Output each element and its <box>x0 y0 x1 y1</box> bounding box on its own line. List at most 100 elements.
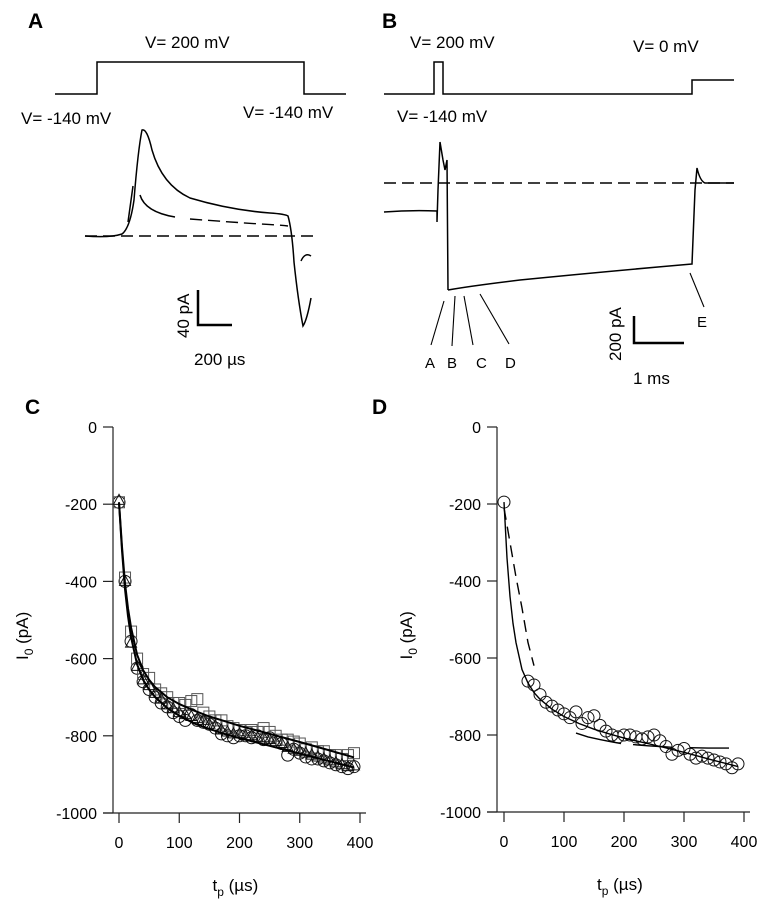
panel-d-x-tick-label: 100 <box>551 834 578 851</box>
arrow-label-b: B <box>447 355 457 372</box>
panel-d-point-circle <box>707 753 721 767</box>
panel-d-fit-dashed-1 <box>503 507 535 666</box>
panel-c-point-square <box>221 720 234 733</box>
panel-d-y-tick-label: -800 <box>449 728 481 745</box>
panel-c-x-axis-label: tp (µs) <box>213 876 259 899</box>
panel-d-point-circle <box>569 705 583 719</box>
panel-c-point-triangle <box>293 744 307 756</box>
arrow-label-c: C <box>476 355 487 372</box>
panel-b-arrows: A B C D E <box>425 272 707 372</box>
panel-c-point-square <box>191 693 204 706</box>
panel-d-y-axis-label: I0 (pA) <box>397 611 420 659</box>
panel-b-voltage-low: V= -140 mV <box>397 107 488 126</box>
panel-d-x-axis-label: tp (µs) <box>597 875 643 898</box>
panel-d-x-tick-label: 200 <box>611 834 638 851</box>
panel-d-fit-solid <box>503 502 739 768</box>
panel-c-point-triangle <box>287 742 301 754</box>
panel-a-voltage-low-left: V= -140 mV <box>21 109 112 128</box>
panel-d-fit-segment-3 <box>632 743 673 748</box>
panel-c-x-tick-label: 100 <box>166 835 193 852</box>
panel-b-trace <box>383 141 734 291</box>
panel-a-voltage-low-right: V= -140 mV <box>243 103 334 122</box>
panel-d-y-tick-label: -400 <box>449 574 481 591</box>
arrow-label-d: D <box>505 355 516 372</box>
panel-b-voltage-high: V= 200 mV <box>410 33 495 52</box>
panel-b-voltage-zero: V= 0 mV <box>633 37 699 56</box>
panel-c-point-square <box>185 695 198 708</box>
panel-c-x-tick-label: 200 <box>226 835 253 852</box>
panel-c-point-triangle <box>257 730 270 743</box>
panel-d-x-tick-label: 400 <box>731 834 758 851</box>
panel-c-y-tick-label: 0 <box>88 420 97 437</box>
panel-d-point-circle <box>701 751 715 765</box>
panel-c-point-triangle <box>245 728 258 741</box>
panel-a-trace-dashed <box>189 218 289 227</box>
panel-c-point-triangle <box>184 709 198 721</box>
panel-b: B V= 200 mV V= 0 mV V= -140 mV A B C D E… <box>382 10 734 388</box>
panel-d-point-circle <box>731 757 745 771</box>
panel-c-point-square <box>269 729 282 742</box>
panel-d-point-circle <box>527 678 541 692</box>
panel-d-x-tick-label: 0 <box>500 834 509 851</box>
panel-b-scale-bar <box>632 316 684 345</box>
panel-d-point-circle <box>581 711 595 725</box>
panel-a-scale-time: 200 µs <box>194 350 245 369</box>
panel-d-x-tick-label: 300 <box>671 834 698 851</box>
panel-c-point-square <box>311 745 324 758</box>
panel-b-voltage-step <box>384 61 734 95</box>
panel-d-point-circle <box>713 755 727 769</box>
panel-c-point-triangle <box>305 748 319 760</box>
panel-c-x-tick-label: 0 <box>115 835 124 852</box>
panel-a-scale-bar <box>196 290 232 327</box>
panel-c-x-tick-label: 300 <box>286 835 313 852</box>
arrow-label-e: E <box>697 314 707 331</box>
panel-c-point-triangle <box>190 711 204 723</box>
panel-b-label: B <box>382 10 397 33</box>
panel-c-point-square <box>257 722 270 735</box>
panel-c-y-tick-label: -200 <box>65 497 97 514</box>
panel-c-point-triangle <box>136 672 150 685</box>
panel-c-point-triangle <box>317 751 331 764</box>
panel-c-fit-circles <box>118 502 355 769</box>
panel-d-point-circle <box>671 743 685 757</box>
panel-a-trace-tail <box>300 254 312 262</box>
panel-a: A V= 200 mV V= -140 mV V= -140 mV 40 pA … <box>21 10 346 369</box>
panel-a-label: A <box>28 10 43 33</box>
panel-d-y-tick-label: -600 <box>449 651 481 668</box>
panel-d-label: D <box>372 396 387 419</box>
arrow-label-a: A <box>425 355 435 372</box>
panel-c-y-tick-label: -1000 <box>56 806 97 823</box>
panel-b-scale-current: 200 pA <box>606 306 625 361</box>
panel-a-voltage-step <box>55 61 346 95</box>
panel-c-point-triangle <box>311 749 325 762</box>
panel-c-point-triangle <box>215 722 228 735</box>
panel-c-point-square <box>143 671 156 684</box>
panel-c-point-triangle <box>347 758 361 771</box>
panel-c-point-square <box>203 710 216 723</box>
panel-a-scale-current: 40 pA <box>174 293 193 338</box>
panel-c-point-triangle <box>197 713 210 725</box>
panel-c-point-square <box>275 733 288 746</box>
panel-d-y-tick-label: -1000 <box>440 805 481 822</box>
panel-c-y-tick-label: -800 <box>65 729 97 746</box>
panel-c-point-triangle <box>130 659 144 671</box>
panel-d-y-tick-label: 0 <box>472 420 481 437</box>
panel-c: C 0 -200 -400 -600 -800 -1000 0 100 200 300 400 tp … <box>13 396 373 899</box>
panel-c-point-square <box>347 747 360 760</box>
panel-c-point-triangle <box>299 746 313 758</box>
panel-a-trace-solid <box>84 129 312 328</box>
panel-c-y-tick-label: -600 <box>65 652 97 669</box>
panel-d-point-circle <box>623 728 637 742</box>
panel-c-fit-squares <box>118 502 355 759</box>
panel-c-point-triangle <box>263 732 276 745</box>
panel-c-label: C <box>25 396 40 419</box>
panel-d-y-tick-label: -200 <box>449 497 481 514</box>
panel-d: D 0 -200 -400 -600 -800 -1000 0 100 200 300 400 tp … <box>372 396 757 898</box>
panel-c-point-triangle <box>221 724 234 737</box>
panel-d-fit-segment-2 <box>575 732 622 745</box>
panel-a-voltage-high: V= 200 mV <box>145 33 230 52</box>
panel-d-point-circle <box>587 709 601 723</box>
panel-c-point-triangle <box>269 734 282 747</box>
panel-c-y-tick-label: -400 <box>65 574 97 591</box>
